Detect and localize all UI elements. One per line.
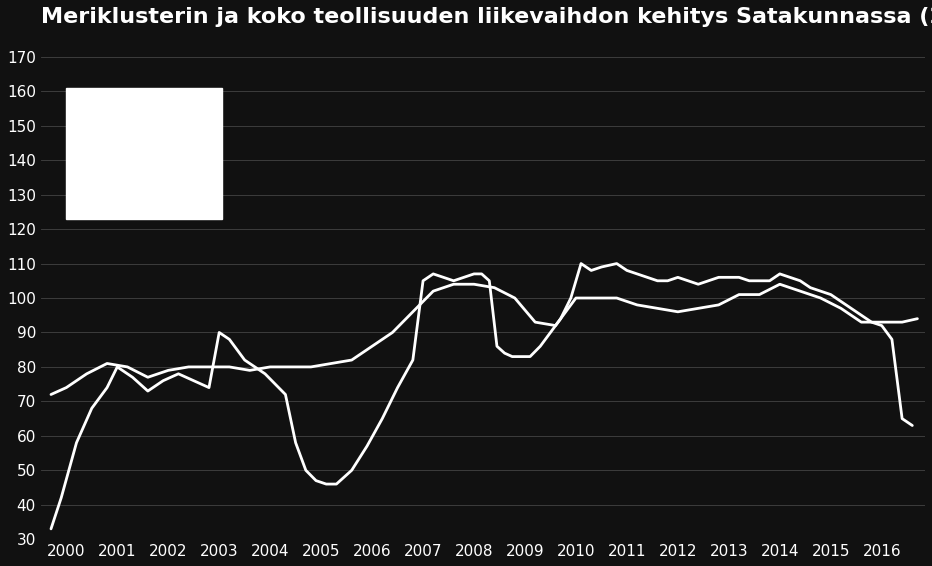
Text: Meriklusterin ja koko teollisuuden liikevaihdon kehitys Satakunnassa (2010=100): Meriklusterin ja koko teollisuuden liike… <box>41 7 932 27</box>
FancyBboxPatch shape <box>66 88 222 219</box>
